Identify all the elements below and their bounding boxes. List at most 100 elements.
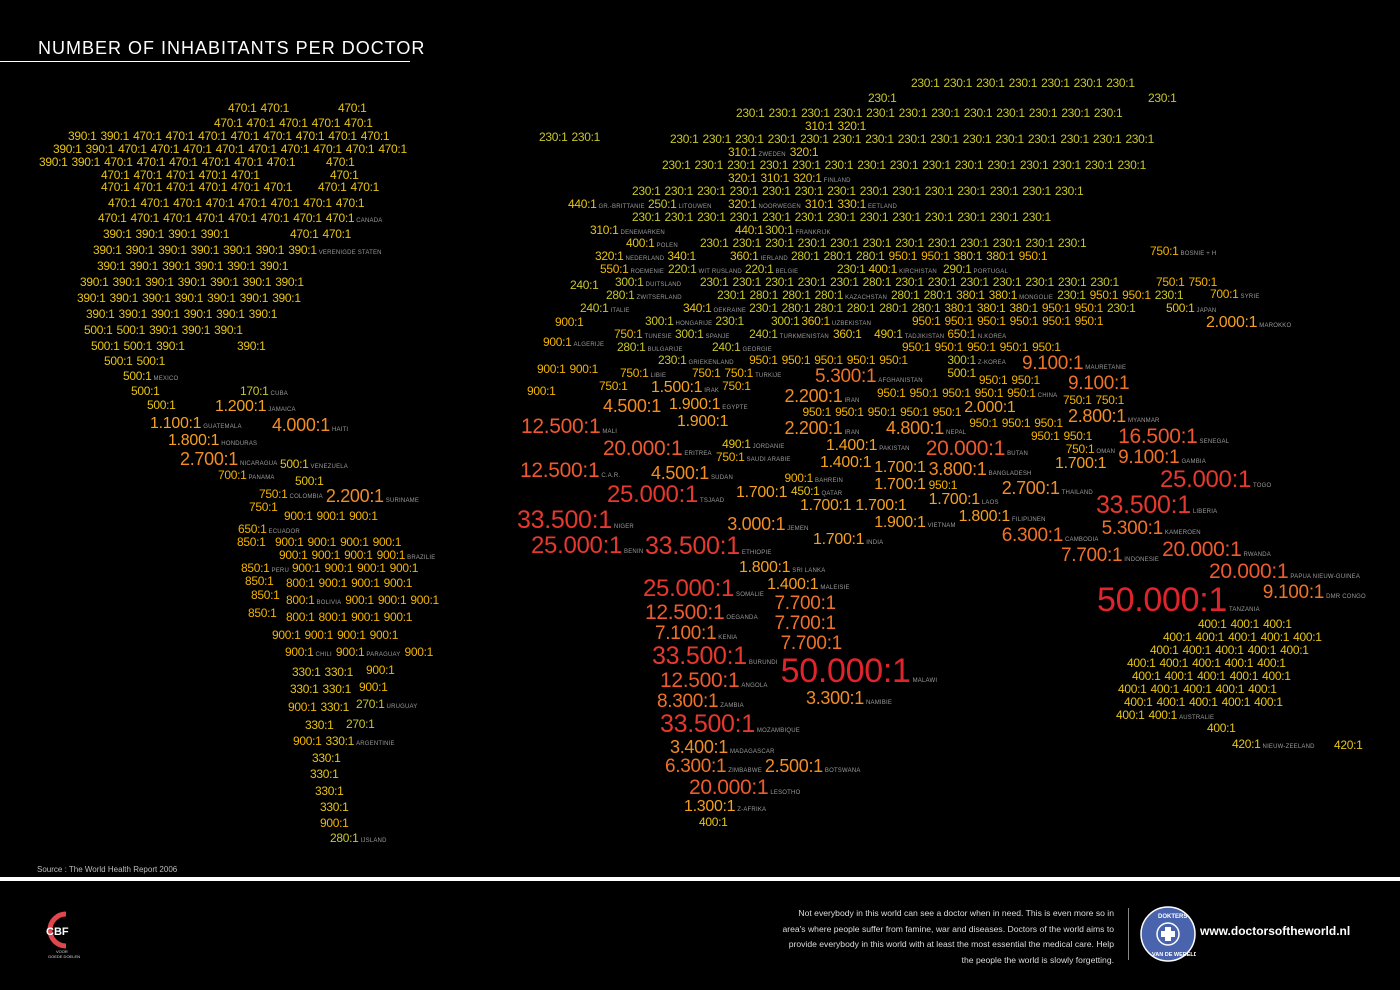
ratio-value: 230:1 bbox=[571, 130, 601, 144]
ratio-row: 1.900:1 VIETNAM bbox=[874, 515, 955, 531]
ratio-value: 400:1 bbox=[868, 262, 898, 276]
country-name: ZWEDEN bbox=[758, 152, 786, 158]
ratio-value: 470:1 bbox=[150, 142, 180, 156]
ratio-row: 300:1 DUITSLAND bbox=[615, 276, 681, 288]
ratio-value: 950:1 bbox=[909, 386, 939, 400]
ratio-label: 900:1 BRAZILIE bbox=[377, 549, 436, 561]
ratio-value: 950:1 bbox=[934, 340, 964, 354]
ratio-label: 1.700:1 LAOS bbox=[929, 492, 999, 508]
ratio-value: 900:1 bbox=[349, 509, 378, 523]
ratio-value: 950:1 bbox=[1018, 249, 1048, 263]
ratio-value: 950:1 bbox=[1032, 340, 1061, 354]
ratio-label: 950:1 bbox=[1090, 289, 1119, 301]
ratio-label: 390:1 bbox=[272, 292, 301, 304]
ratio-label: 400:1 bbox=[1225, 657, 1254, 669]
ratio-value: 900:1 bbox=[307, 535, 337, 549]
ratio-label: 2.200:1 SURINAME bbox=[326, 487, 419, 505]
ratio-label: 470:1 bbox=[238, 197, 267, 209]
ratio-label: 20.000:1 PAPUA NIEUW-GUINEA bbox=[1209, 561, 1360, 582]
ratio-value: 9.100:1 bbox=[1118, 447, 1180, 468]
ratio-value: 400:1 bbox=[1118, 682, 1147, 696]
country-name: FINLAND bbox=[823, 178, 851, 184]
ratio-row: 6.300:1 CAMBODIA bbox=[1002, 526, 1099, 545]
footer-vertical-divider bbox=[1128, 908, 1129, 960]
ratio-label: 230:1 bbox=[892, 211, 921, 223]
ratio-value: 470:1 bbox=[133, 168, 163, 182]
ratio-value: 950:1 bbox=[1089, 288, 1119, 302]
ratio-label: 470:1 bbox=[108, 197, 137, 209]
ratio-value: 230:1 bbox=[1057, 236, 1087, 250]
ratio-row: 390:1 390:1 390:1 390:1 390:1 390:1 390:1 bbox=[80, 276, 304, 288]
ratio-label: 490:1 TADJIKISTAN bbox=[874, 328, 944, 340]
ratio-label: 900:1 bbox=[344, 549, 373, 561]
ratio-row: 650:1 N.KOREA bbox=[947, 328, 1006, 340]
ratio-row: 750:1 LIBIE bbox=[620, 367, 666, 379]
ratio-row: 33.500:1 BURUNDI bbox=[652, 644, 778, 669]
ratio-row: 4.500:1 bbox=[603, 397, 661, 415]
ratio-value: 280:1 bbox=[846, 301, 876, 315]
ratio-value: 50.000:1 bbox=[780, 652, 911, 690]
ratio-value: 950:1 bbox=[1009, 314, 1039, 328]
ratio-row: 270:1 URUGUAY bbox=[356, 698, 418, 710]
ratio-value: 290:1 bbox=[943, 262, 972, 276]
ratio-label: 470:1 bbox=[231, 169, 260, 181]
ratio-value: 7.700:1 bbox=[774, 613, 837, 634]
ratio-value: 230:1 bbox=[922, 158, 951, 172]
ratio-label: 900:1 bbox=[312, 549, 341, 561]
ratio-label: 230:1 bbox=[895, 237, 924, 249]
ratio-label: 550:1 ROEMENIE bbox=[600, 263, 664, 275]
ratio-value: 1.300:1 bbox=[684, 798, 736, 815]
ratio-label: 230:1 bbox=[765, 276, 794, 288]
ratio-row: 7.700:1 bbox=[781, 634, 843, 653]
ratio-value: 25.000:1 bbox=[607, 481, 699, 508]
ratio-label: 470:1 bbox=[199, 169, 228, 181]
ratio-row: 1.700:1 1.700:1 bbox=[800, 498, 907, 514]
ratio-label: 1.500:1 IRAK bbox=[651, 380, 719, 396]
ratio-value: 320:1 bbox=[837, 119, 867, 133]
ratio-row: 400:1 400:1 400:1 400:1 400:1 bbox=[1132, 670, 1291, 682]
ratio-label: 300:1 FRANKRIJK bbox=[765, 224, 831, 236]
ratio-label: 230:1 bbox=[697, 211, 726, 223]
ratio-value: 470:1 bbox=[195, 211, 225, 225]
ratio-value: 950:1 bbox=[1122, 288, 1151, 302]
ratio-label: 750:1 bbox=[1063, 394, 1092, 406]
ratio-label: 900:1 bbox=[305, 629, 334, 641]
ratio-label: 380:1 bbox=[986, 250, 1015, 262]
ratio-label: 2.200:1 IRAN bbox=[784, 419, 859, 437]
ratio-value: 390:1 bbox=[216, 307, 245, 321]
ratio-value: 230:1 bbox=[1028, 106, 1058, 120]
ratio-row: 3.800:1 BANGLADESH bbox=[929, 460, 1032, 478]
ratio-value: 230:1 bbox=[930, 132, 959, 146]
svg-text:CBF: CBF bbox=[46, 926, 69, 938]
country-name: N.KOREA bbox=[977, 334, 1007, 340]
ratio-value: 230:1 bbox=[1061, 106, 1090, 120]
ratio-label: 470:1 bbox=[101, 169, 130, 181]
ratio-value: 230:1 bbox=[868, 91, 897, 105]
ratio-label: 230:1 bbox=[1085, 159, 1114, 171]
ratio-row: 950:1 950:1 950:1 950:1 950:1 bbox=[902, 341, 1061, 353]
ratio-label: 280:1 bbox=[823, 250, 852, 262]
ratio-row: 2.700:1 NICARAGUA bbox=[180, 450, 277, 468]
ratio-label: 360:1 IERLAND bbox=[730, 250, 788, 262]
ratio-value: 400:1 bbox=[1229, 669, 1259, 683]
ratio-value: 280:1 bbox=[814, 301, 843, 315]
ratio-label: 850:1 bbox=[245, 575, 274, 587]
ratio-value: 230:1 bbox=[765, 236, 794, 250]
website-link[interactable]: www.doctorsoftheworld.nl bbox=[1200, 924, 1351, 938]
ratio-label: 470:1 bbox=[378, 143, 407, 155]
ratio-value: 390:1 bbox=[129, 259, 159, 273]
country-name: MALI bbox=[602, 429, 618, 435]
ratio-label: 900:1 bbox=[373, 536, 402, 548]
ratio-label: 230:1 bbox=[1074, 77, 1103, 89]
ratio-label: 470:1 bbox=[163, 212, 192, 224]
ratio-label: 400:1 bbox=[1216, 683, 1245, 695]
ratio-label: 950:1 bbox=[967, 341, 996, 353]
country-name: DUITSLAND bbox=[645, 282, 682, 288]
country-name: LESOTHO bbox=[770, 790, 801, 796]
ratio-label: 400:1 bbox=[1248, 644, 1277, 656]
ratio-value: 470:1 bbox=[360, 129, 390, 143]
ratio-value: 230:1 bbox=[1019, 158, 1049, 172]
ratio-value: 7.100:1 bbox=[655, 623, 717, 644]
ratio-label: 230:1 bbox=[695, 159, 724, 171]
ratio-value: 250:1 bbox=[648, 197, 677, 211]
